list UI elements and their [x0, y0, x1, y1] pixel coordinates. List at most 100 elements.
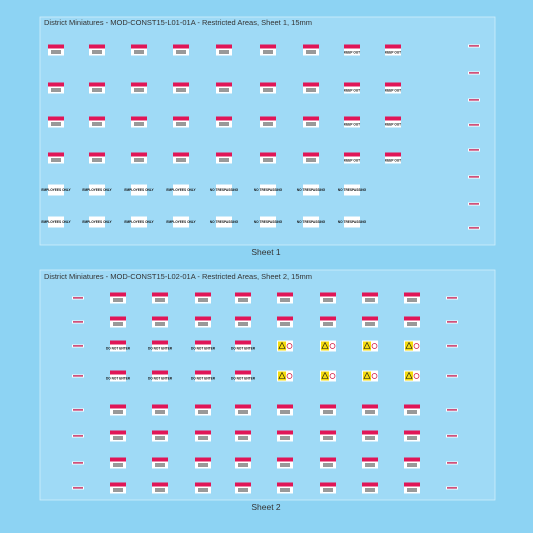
sign-line: [280, 463, 290, 465]
sign: [277, 404, 293, 416]
sign-text: NO TRESPASSING: [254, 220, 283, 224]
sign: [385, 82, 401, 94]
sign-line: [198, 410, 208, 412]
sign-header: [277, 430, 293, 435]
sign-header: [195, 340, 211, 345]
sign-text: KEEP OUT: [385, 51, 401, 55]
sign-line: [280, 412, 290, 414]
sign-header: [235, 340, 251, 345]
sign-line: [263, 158, 273, 160]
sign: [260, 216, 276, 228]
sign-line: [306, 122, 316, 124]
sign: [303, 82, 319, 94]
sign-header: [260, 82, 276, 87]
sign-header: [320, 457, 336, 462]
sign: [362, 430, 378, 442]
warning-triangle: [321, 341, 329, 349]
sign-text: NO TRESPASSING: [338, 220, 367, 224]
tab-mark: [447, 435, 457, 437]
sign: [235, 292, 251, 304]
sign-header: [235, 404, 251, 409]
sign-line: [134, 158, 144, 160]
sign-header: [362, 482, 378, 487]
sign-line: [134, 160, 144, 162]
sign-line: [176, 52, 186, 54]
prohibition: [371, 373, 378, 379]
sign-line: [365, 438, 375, 440]
sign-text: NO TRESPASSING: [254, 188, 283, 192]
sign-header: [89, 82, 105, 87]
sign-line: [155, 324, 165, 326]
sign-header: [362, 316, 378, 321]
sign: [152, 316, 168, 328]
tab-mark: [73, 375, 83, 377]
sign-header: [385, 152, 401, 157]
sign-line: [323, 410, 333, 412]
sign: [216, 184, 232, 196]
warning-triangle: [278, 371, 286, 379]
sign-text: DO NOT ENTER: [106, 377, 131, 381]
sign: [344, 44, 360, 56]
sign-line: [263, 90, 273, 92]
sign-line: [323, 322, 333, 324]
sign-line: [407, 298, 417, 300]
sign-line: [280, 490, 290, 492]
sign-text: KEEP OUT: [385, 159, 401, 163]
sign: [344, 152, 360, 164]
sign-line: [323, 488, 333, 490]
sign-line: [51, 52, 61, 54]
sign-line: [176, 88, 186, 90]
tab-mark: [469, 203, 479, 205]
sign-line: [323, 463, 333, 465]
sign: [195, 340, 211, 352]
sign: [320, 482, 336, 494]
sign: [110, 430, 126, 442]
sign-header: [173, 44, 189, 49]
sign-line: [51, 158, 61, 160]
sign-line: [407, 438, 417, 440]
tab-mark: [73, 409, 83, 411]
sign: [344, 82, 360, 94]
sign-line: [306, 52, 316, 54]
sign: [195, 370, 211, 382]
sign-line: [238, 488, 248, 490]
tab-mark: [469, 72, 479, 74]
sign-line: [238, 438, 248, 440]
sign-line: [407, 490, 417, 492]
sign-header: [131, 44, 147, 49]
sign-line: [92, 88, 102, 90]
sign-header: [110, 457, 126, 462]
sign-header: [195, 457, 211, 462]
sign-line: [306, 160, 316, 162]
warning-panel: [405, 341, 413, 351]
sign-header: [152, 292, 168, 297]
sign: [260, 152, 276, 164]
sign-header: [260, 152, 276, 157]
sign: [48, 152, 64, 164]
sign: [260, 44, 276, 56]
sign: [362, 316, 378, 328]
tab-mark: [447, 462, 457, 464]
sign: [320, 404, 336, 416]
sign: [152, 457, 168, 469]
sign-text: NO TRESPASSING: [338, 188, 367, 192]
sign-line: [306, 90, 316, 92]
sign: [260, 82, 276, 94]
sign: [260, 116, 276, 128]
warning-triangle: [405, 371, 413, 379]
prohibition: [329, 343, 336, 349]
sign: [48, 184, 64, 196]
sign: [362, 482, 378, 494]
sign-line: [51, 90, 61, 92]
sign-header: [195, 430, 211, 435]
sign-line: [198, 324, 208, 326]
sign: [131, 82, 147, 94]
sign-line: [263, 122, 273, 124]
sign-line: [198, 322, 208, 324]
sign-header: [173, 116, 189, 121]
sign: [320, 292, 336, 304]
sign-line: [198, 436, 208, 438]
sign-text: KEEP OUT: [344, 89, 360, 93]
sign: [404, 457, 420, 469]
